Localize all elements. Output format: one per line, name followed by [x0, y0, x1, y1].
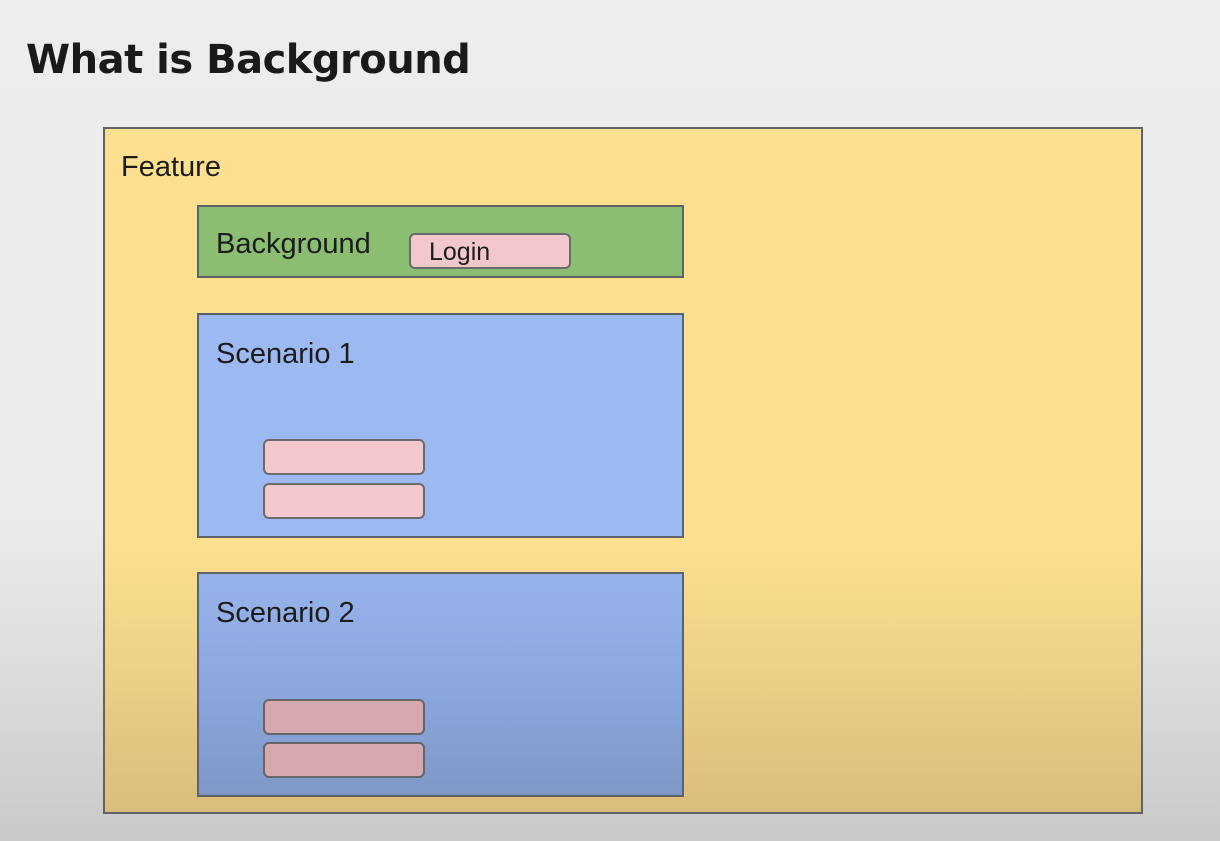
scenario-1-step-1: [263, 439, 425, 475]
scenario-2-label: Scenario 2: [216, 597, 355, 629]
feature-label: Feature: [121, 151, 221, 183]
scenario-2-box: Scenario 2: [197, 572, 684, 797]
scenario-1-label: Scenario 1: [216, 338, 355, 370]
login-step-label: Login: [429, 238, 491, 266]
scenario-1-box: Scenario 1: [197, 313, 684, 538]
slide-title: What is Background: [26, 37, 471, 83]
login-step: Login: [409, 233, 571, 269]
scenario-2-step-1: [263, 699, 425, 735]
scenario-1-step-2: [263, 483, 425, 519]
scenario-2-step-2: [263, 742, 425, 778]
background-label: Background: [216, 228, 371, 260]
